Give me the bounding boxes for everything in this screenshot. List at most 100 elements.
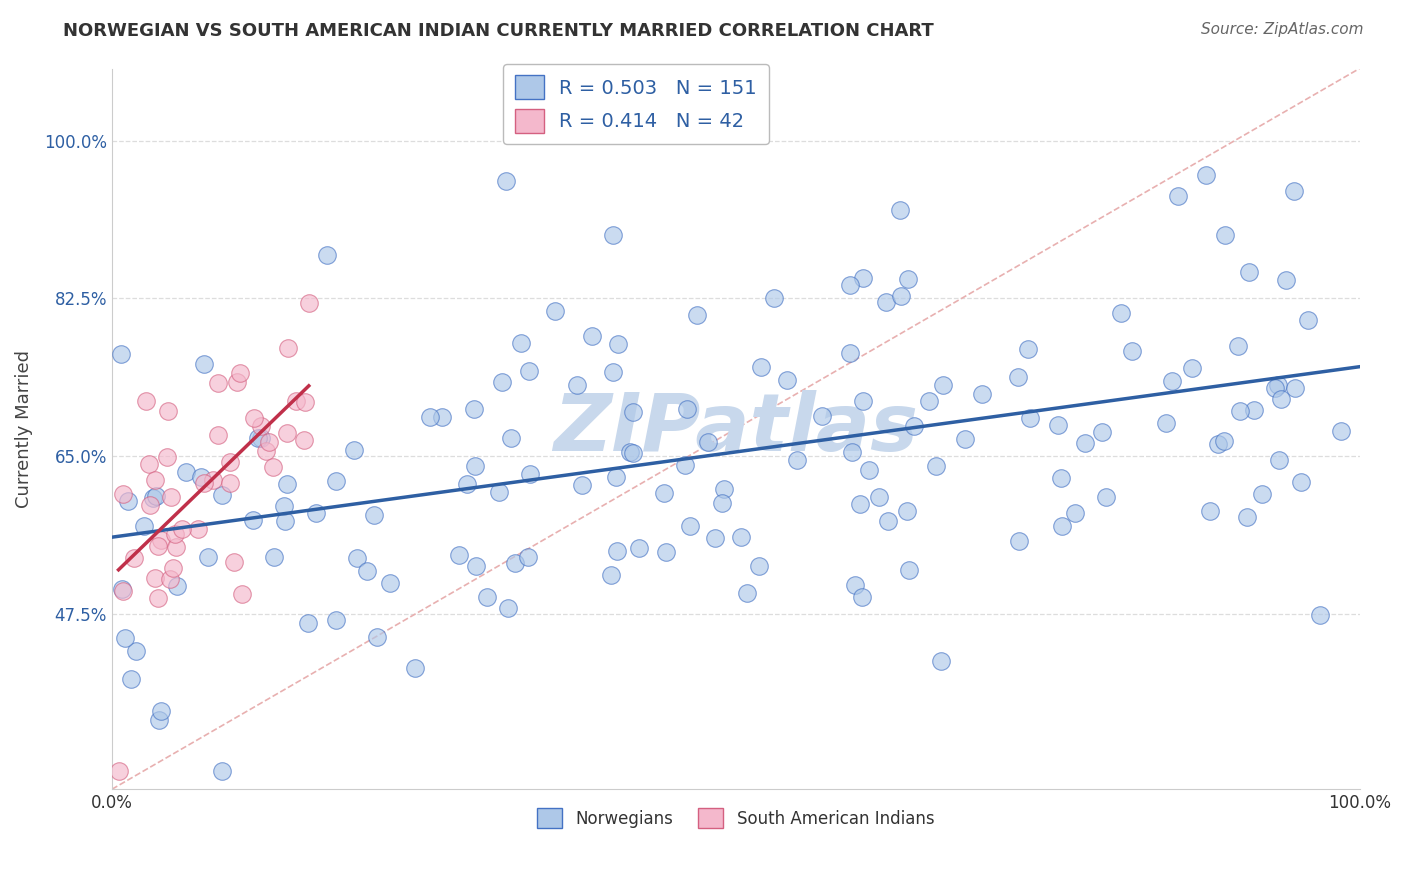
Point [193, 357, 215, 371]
Point [1017, 342, 1039, 356]
Point [250, 418, 273, 433]
Point [810, 409, 832, 424]
Point [1264, 381, 1286, 395]
Point [125, 644, 148, 658]
Point [1289, 475, 1312, 490]
Point [165, 526, 187, 541]
Point [1091, 425, 1114, 439]
Point [325, 613, 347, 627]
Point [219, 455, 242, 469]
Point [138, 457, 160, 471]
Point [456, 476, 478, 491]
Point [1267, 378, 1289, 392]
Point [491, 376, 513, 390]
Point [273, 515, 295, 529]
Point [219, 475, 242, 490]
Point [201, 473, 224, 487]
Point [932, 377, 955, 392]
Point [1050, 519, 1073, 533]
Point [628, 541, 651, 556]
Point [735, 586, 758, 600]
Point [366, 630, 388, 644]
Point [606, 543, 628, 558]
Point [730, 531, 752, 545]
Point [111, 487, 134, 501]
Point [1236, 509, 1258, 524]
Point [1206, 437, 1229, 451]
Point [187, 522, 209, 536]
Point [465, 559, 488, 574]
Point [145, 489, 167, 503]
Point [316, 248, 339, 262]
Point [710, 496, 733, 510]
Point [475, 591, 498, 605]
Point [447, 548, 470, 562]
Point [225, 375, 247, 389]
Point [231, 586, 253, 600]
Point [877, 514, 900, 528]
Point [1160, 374, 1182, 388]
Point [276, 476, 298, 491]
Point [852, 271, 875, 285]
Point [662, 88, 685, 103]
Point [953, 432, 976, 446]
Point [1229, 403, 1251, 417]
Point [1250, 486, 1272, 500]
Point [509, 335, 531, 350]
Point [1195, 168, 1218, 182]
Point [581, 329, 603, 343]
Point [419, 410, 441, 425]
Point [931, 654, 953, 668]
Point [1282, 184, 1305, 198]
Point [571, 477, 593, 491]
Point [519, 467, 541, 481]
Point [898, 563, 921, 577]
Point [1243, 403, 1265, 417]
Point [1213, 228, 1236, 243]
Point [135, 394, 157, 409]
Point [141, 491, 163, 506]
Point [193, 476, 215, 491]
Text: ZIPatlas: ZIPatlas [553, 390, 918, 468]
Point [848, 497, 870, 511]
Point [838, 345, 860, 359]
Point [602, 365, 624, 379]
Point [676, 401, 699, 416]
Point [1330, 424, 1353, 438]
Point [246, 431, 269, 445]
Point [254, 443, 277, 458]
Point [1046, 418, 1069, 433]
Point [602, 228, 624, 243]
Point [197, 549, 219, 564]
Point [363, 508, 385, 522]
Point [852, 394, 875, 409]
Point [1275, 272, 1298, 286]
Point [903, 418, 925, 433]
Point [162, 561, 184, 575]
Point [148, 713, 170, 727]
Point [924, 459, 946, 474]
Point [544, 304, 567, 318]
Point [297, 616, 319, 631]
Point [107, 764, 129, 779]
Point [679, 519, 702, 533]
Point [343, 442, 366, 457]
Point [273, 499, 295, 513]
Point [242, 513, 264, 527]
Point [211, 488, 233, 502]
Point [517, 549, 540, 564]
Point [111, 582, 134, 596]
Point [120, 672, 142, 686]
Point [673, 458, 696, 472]
Point [605, 470, 627, 484]
Legend: Norwegians, South American Indians: Norwegians, South American Indians [530, 801, 941, 835]
Point [763, 291, 786, 305]
Point [1284, 381, 1306, 395]
Point [166, 579, 188, 593]
Point [463, 401, 485, 416]
Point [190, 470, 212, 484]
Point [839, 277, 862, 292]
Point [1074, 436, 1097, 450]
Point [775, 373, 797, 387]
Point [1019, 411, 1042, 425]
